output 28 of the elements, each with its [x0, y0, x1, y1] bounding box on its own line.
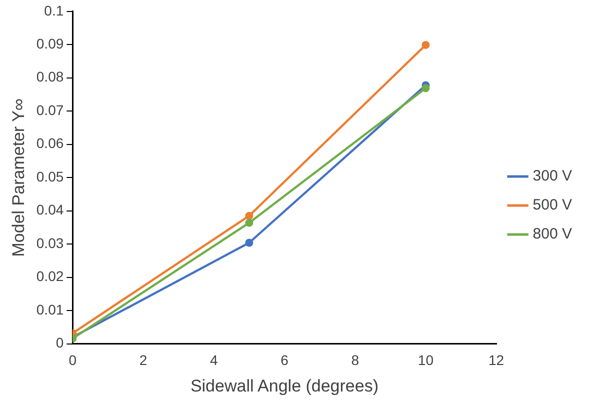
y-tick-label: 0.02 — [36, 268, 64, 284]
x-tick-label: 10 — [418, 352, 434, 368]
y-tick-label: 0.04 — [36, 202, 64, 218]
x-axis-title: Sidewall Angle (degrees) — [190, 376, 379, 396]
x-tick-label: 8 — [351, 352, 360, 368]
point — [422, 84, 430, 92]
y-tick-label: 0.07 — [36, 102, 64, 118]
point — [422, 40, 430, 49]
y-tick-label: 0 — [56, 334, 64, 351]
legend-label: 500 V — [532, 196, 572, 214]
point — [245, 238, 254, 247]
x-tick-label: 12 — [488, 352, 504, 368]
point — [245, 212, 254, 220]
y-tick-label: 0.05 — [36, 168, 64, 184]
x-tick-label: 2 — [139, 352, 148, 368]
y-tick-label: 0.03 — [36, 234, 64, 251]
y-tick-label: 0.09 — [36, 36, 64, 52]
y-tick-label: 0.1 — [44, 2, 64, 18]
y-tick-label: 0.01 — [36, 301, 64, 318]
x-tick-label: 0 — [68, 352, 77, 368]
legend-label: 300 V — [532, 168, 572, 185]
x-tick-label: 6 — [280, 352, 289, 368]
y-axis-title: Model Parameter Y∞ — [8, 98, 28, 257]
x-tick-label: 4 — [210, 352, 218, 368]
legend-label: 800 V — [532, 226, 572, 243]
point — [245, 218, 254, 227]
y-tick-label: 0.06 — [36, 135, 64, 152]
y-tick-label: 0.08 — [36, 68, 64, 85]
